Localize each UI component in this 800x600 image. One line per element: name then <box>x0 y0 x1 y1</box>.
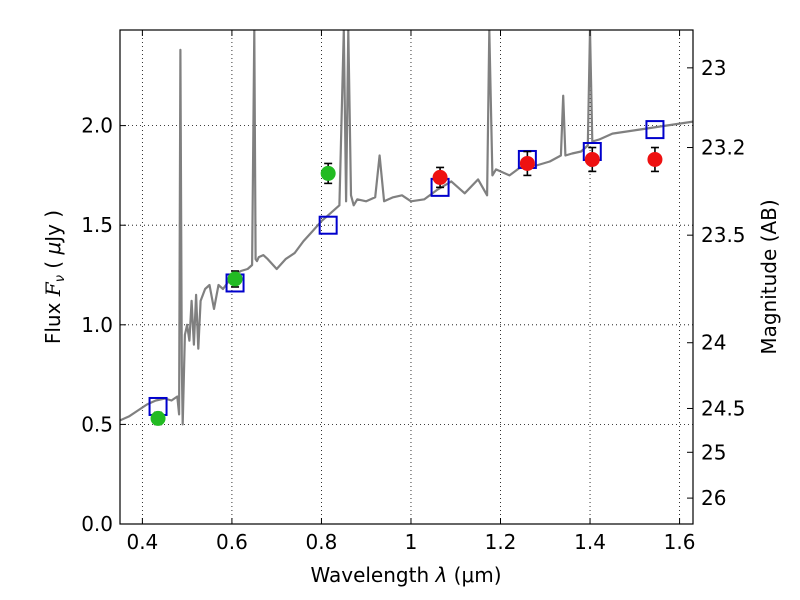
y-tick-label: 0.0 <box>81 512 113 536</box>
grid-lines <box>120 30 693 525</box>
model-photometry-square <box>318 215 338 235</box>
y-axis-label: Flux Fν ( μJy ) <box>41 210 68 344</box>
y2-tick-label: 23.2 <box>701 136 746 160</box>
y2-tick-label: 24.5 <box>701 396 746 420</box>
x-tick-label: 0.8 <box>306 530 338 554</box>
y-tick-label: 1.5 <box>81 213 113 237</box>
plot-frame <box>119 29 694 525</box>
y2-tick-label: 24 <box>701 331 726 355</box>
observed-optical-point <box>320 165 336 181</box>
x-tick-label: 1.4 <box>574 530 606 554</box>
y2-tick-label: 23 <box>701 56 726 80</box>
observed-optical-point <box>227 271 243 287</box>
y-tick-label: 2.0 <box>81 114 113 138</box>
axis-ticks: 0.4 0.6 0.8 1 1.2 1.4 1.6 0.0 0.5 1.0 1.5 2.0 23 23.2… <box>81 30 746 554</box>
observed-nir-point <box>647 151 663 167</box>
x-axis-label: Wavelength λ (μm) <box>310 563 501 587</box>
x-tick-label: 0.4 <box>126 530 158 554</box>
x-tick-label: 1.2 <box>485 530 517 554</box>
observed-nir-point <box>519 155 535 171</box>
model-spectrum-line <box>120 30 693 426</box>
observed-nir-point <box>584 151 600 167</box>
y-tick-label: 0.5 <box>81 412 113 436</box>
observed-optical-point <box>150 410 166 426</box>
x-tick-label: 1 <box>405 530 418 554</box>
x-tick-label: 1.6 <box>664 530 696 554</box>
y2-axis-label: Magnitude (AB) <box>757 199 781 354</box>
plot-data <box>120 30 693 426</box>
y2-tick-label: 23.5 <box>701 223 746 247</box>
y-tick-label: 1.0 <box>81 313 113 337</box>
observed-nir-point <box>432 169 448 185</box>
y2-tick-label: 25 <box>701 440 726 464</box>
model-photometry-square <box>645 120 665 140</box>
y2-tick-label: 26 <box>701 486 726 510</box>
x-tick-label: 0.6 <box>216 530 248 554</box>
